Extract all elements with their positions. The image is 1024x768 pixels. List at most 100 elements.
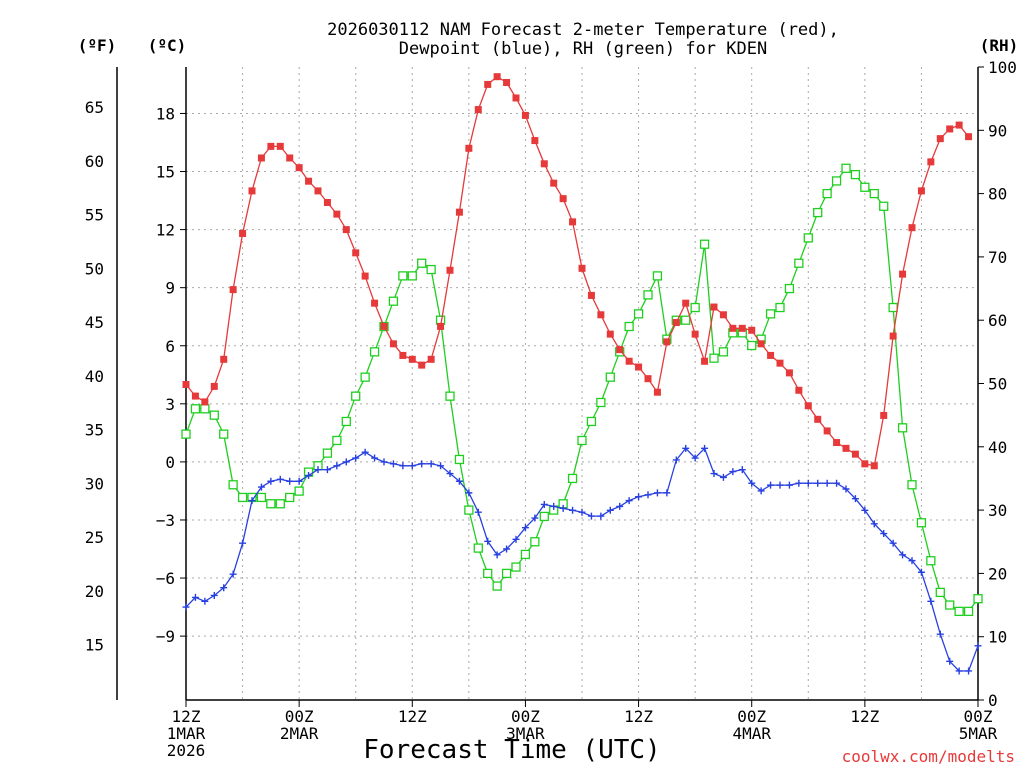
rh-point: [520, 549, 531, 560]
rh-point: [709, 353, 719, 363]
dewpoint-point: [908, 557, 916, 565]
fahrenheit-tick-label: 30: [85, 474, 104, 493]
dewpoint-point: [851, 495, 859, 503]
dewpoint-point: [606, 506, 614, 514]
rh-point: [831, 176, 842, 186]
rh-point: [860, 182, 870, 192]
temperature-point: [295, 164, 303, 172]
celsius-tick-label: −3: [156, 511, 175, 530]
temperature-point: [276, 142, 284, 150]
dewpoint-point: [880, 530, 888, 538]
dewpoint-point: [644, 491, 652, 499]
series-rh: [181, 163, 983, 617]
temperature-point: [672, 319, 680, 327]
dewpoint-point: [286, 477, 294, 485]
data-series: [181, 73, 983, 675]
rh-point: [784, 283, 795, 294]
dewpoint-point: [455, 477, 463, 485]
rh-point: [464, 505, 474, 515]
x-axis-title: Forecast Time (UTC): [363, 735, 660, 765]
temperature-point: [314, 187, 322, 195]
rh-point: [407, 271, 417, 281]
temperature-point: [569, 218, 577, 226]
rh-point: [539, 511, 549, 522]
dewpoint-point: [616, 502, 624, 510]
temperature-point: [333, 210, 341, 218]
celsius-tick-label: 15: [156, 163, 175, 182]
temperature-point: [437, 322, 445, 330]
temperature-point: [606, 330, 614, 338]
temperature-point: [823, 427, 831, 435]
temperature-point: [503, 78, 511, 86]
rh-point: [228, 480, 238, 490]
temperature-point: [399, 351, 407, 359]
dewpoint-point: [833, 479, 841, 487]
dewpoint-point: [389, 460, 397, 468]
temperature-point: [408, 355, 416, 363]
dewpoint-point: [550, 502, 558, 510]
dewpoint-point: [974, 642, 982, 650]
rh-point: [341, 416, 351, 427]
rh-point: [219, 429, 229, 439]
rh-point: [266, 499, 276, 509]
temperature-point: [936, 135, 944, 143]
dewpoint-point: [399, 462, 407, 470]
rh-point: [285, 492, 295, 503]
series-dewpoint: [182, 444, 982, 675]
dewpoint-point: [295, 477, 303, 485]
dewpoint-point: [710, 470, 718, 478]
dewpoint-point: [342, 458, 350, 466]
temperature-point: [484, 80, 492, 88]
rh-point: [624, 321, 634, 332]
temperature-point: [531, 137, 539, 145]
temperature-point: [286, 154, 294, 162]
temperature-point: [540, 160, 548, 168]
rh-point: [897, 423, 908, 433]
dewpoint-point: [220, 584, 228, 592]
dewpoint-point: [785, 481, 793, 489]
dewpoint-point: [955, 667, 963, 675]
temperature-point: [719, 311, 727, 319]
credit-label: coolwx.com/modelts: [842, 747, 1015, 766]
temperature-point: [946, 125, 954, 133]
fahrenheit-tick-label: 60: [85, 152, 104, 171]
dewpoint-point: [314, 466, 322, 474]
temperature-point: [814, 415, 822, 423]
temperature-point: [380, 322, 388, 330]
temperature-point: [550, 179, 558, 187]
rh-point: [822, 188, 832, 199]
fahrenheit-tick-label: 35: [85, 421, 104, 440]
temperature-point: [239, 229, 247, 237]
rh-point: [869, 188, 879, 199]
temperature-point: [389, 340, 397, 348]
grid-lines: [186, 67, 978, 700]
dewpoint-point: [361, 448, 369, 456]
dewpoint-point: [597, 512, 605, 520]
rh-tick-label: 30: [988, 501, 1007, 520]
dewpoint-point: [559, 504, 567, 512]
dewpoint-point: [484, 537, 492, 545]
rh-point: [973, 594, 983, 604]
dewpoint-point: [767, 481, 775, 489]
dewpoint-point: [493, 551, 501, 559]
temperature-point: [625, 357, 633, 365]
rh-point: [426, 264, 436, 275]
rh-tick-label: 100: [988, 58, 1017, 77]
rh-point: [181, 429, 191, 439]
temperature-point: [842, 444, 850, 452]
rh-point: [765, 309, 776, 319]
rh-point: [699, 239, 710, 249]
temperature-point: [352, 249, 360, 257]
rh-point: [794, 258, 804, 268]
rh-point: [209, 410, 219, 420]
time-tick-label: 5MAR: [959, 724, 998, 743]
temperature-point: [804, 402, 812, 410]
rh-point: [586, 416, 597, 427]
dewpoint-point: [323, 466, 331, 474]
dewpoint-point: [899, 551, 907, 559]
temperature-point: [917, 187, 925, 195]
dewpoint-point: [408, 462, 416, 470]
temperature-point: [248, 187, 256, 195]
dewpoint-point: [672, 456, 680, 464]
